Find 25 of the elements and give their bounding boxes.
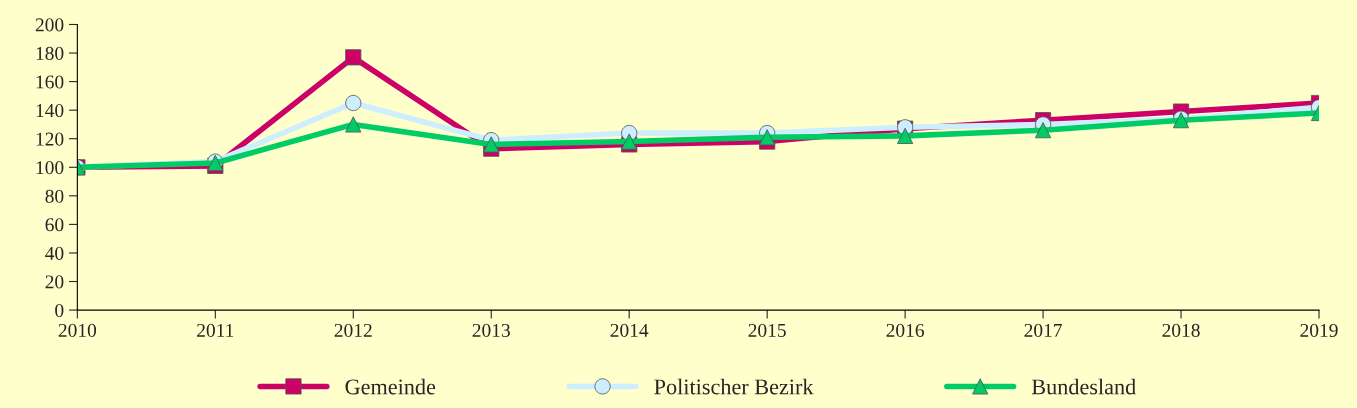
legend-label: Gemeinde [345, 378, 436, 395]
x-tick-label: 2011 [197, 323, 234, 337]
y-tick-label: 200 [35, 18, 64, 32]
y-tick-label: 40 [45, 246, 64, 260]
point [897, 127, 914, 144]
x-tick-label: 2014 [610, 323, 649, 337]
y-tick-label: 160 [36, 75, 64, 89]
y-tick-label: 20 [45, 275, 64, 289]
x-tick-label: 2016 [886, 323, 924, 337]
x-tick-label: 2013 [472, 323, 510, 337]
x-tick-label: 2015 [748, 323, 786, 337]
legend-label: Politischer Bezirk [654, 378, 814, 395]
y-tick-label: 140 [36, 103, 64, 118]
legend-label: Bundesland [1031, 378, 1136, 395]
y-tick-label: 80 [45, 189, 64, 203]
y-tick-label: 60 [45, 218, 64, 232]
x-tick-label: 2010 [58, 323, 97, 337]
y-tick-label: 100 [36, 161, 64, 175]
y-tick-label: 180 [36, 46, 64, 60]
y-tick-label: 0 [55, 303, 64, 318]
x-tick-label: 2018 [1162, 323, 1200, 337]
x-tick-label: 2019 [1300, 323, 1338, 337]
y-tick-label: 120 [36, 132, 64, 146]
x-tick-label: 2012 [334, 323, 372, 337]
x-tick-label: 2017 [1024, 323, 1062, 337]
